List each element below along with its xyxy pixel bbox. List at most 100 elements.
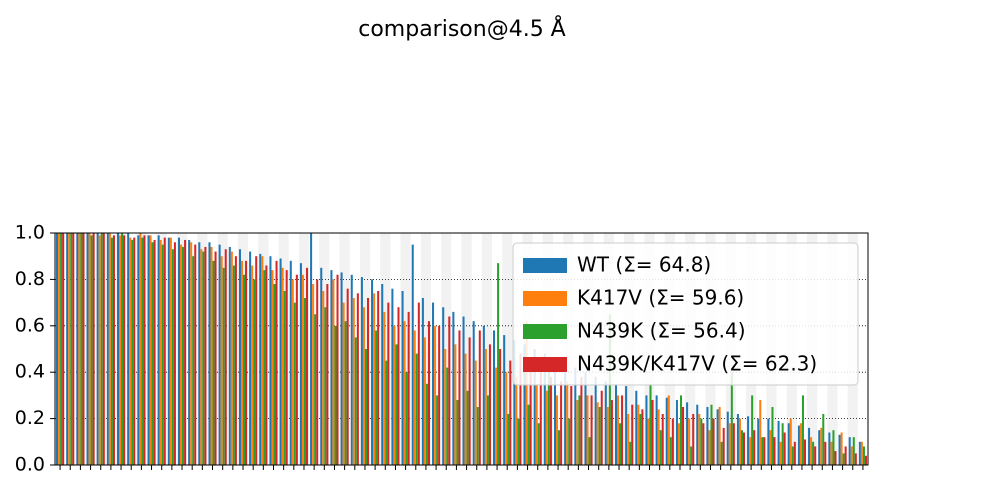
bar: [647, 418, 650, 465]
bar: [90, 235, 93, 465]
bar: [639, 413, 642, 465]
bar: [686, 402, 689, 465]
bar: [269, 256, 272, 465]
legend-swatch: [523, 357, 567, 372]
bar: [200, 249, 203, 465]
bar: [425, 383, 428, 465]
bar: [446, 367, 449, 465]
bar: [411, 244, 414, 465]
bar: [407, 311, 410, 465]
bar: [716, 409, 719, 465]
legend-label: WT (Σ= 64.8): [577, 253, 711, 277]
bar: [822, 413, 825, 465]
bar: [661, 413, 664, 465]
bar: [682, 407, 685, 465]
bar: [629, 441, 632, 465]
bar: [728, 423, 731, 465]
bar: [161, 244, 164, 465]
bar: [720, 441, 723, 465]
bar: [198, 242, 201, 465]
bar: [279, 258, 282, 465]
bar: [783, 432, 786, 465]
bar: [844, 446, 847, 465]
bar: [147, 235, 150, 465]
legend-swatch: [523, 291, 567, 306]
bar: [649, 383, 652, 465]
bar: [366, 297, 370, 465]
bar: [371, 279, 374, 465]
bar: [373, 293, 376, 465]
bar: [488, 344, 491, 465]
bar: [222, 267, 225, 465]
bar: [354, 337, 357, 465]
bar: [312, 284, 315, 465]
bar: [751, 395, 754, 465]
bar: [545, 390, 548, 465]
bar: [385, 360, 388, 465]
y-tick-label: 0.4: [15, 361, 45, 383]
bar: [688, 418, 691, 465]
bar: [529, 367, 532, 465]
bar: [515, 376, 518, 465]
bar: [436, 395, 439, 465]
bar: [129, 237, 132, 465]
bar: [759, 400, 762, 465]
bar: [391, 288, 394, 465]
bar: [543, 353, 546, 465]
bar: [696, 404, 699, 465]
bar: [773, 437, 776, 465]
bar: [621, 395, 624, 465]
bar: [283, 291, 286, 465]
bar: [803, 439, 807, 465]
bar: [637, 404, 640, 465]
bar: [131, 239, 134, 465]
bar: [387, 302, 390, 465]
bar: [590, 395, 593, 465]
bar: [523, 344, 526, 465]
bar: [281, 267, 284, 465]
bar: [102, 233, 105, 465]
bar: [60, 233, 63, 465]
bar: [824, 441, 827, 465]
bar: [202, 251, 205, 465]
bar: [78, 233, 81, 465]
bar: [513, 339, 516, 465]
bar: [858, 441, 861, 465]
bar: [519, 353, 522, 465]
bar: [289, 260, 292, 465]
bar: [442, 307, 445, 465]
bar: [184, 239, 187, 465]
bar: [232, 265, 235, 465]
bar: [342, 302, 345, 465]
bar: [478, 330, 481, 465]
bar: [525, 321, 528, 465]
bar: [690, 446, 693, 465]
bar: [679, 395, 683, 465]
bar: [395, 344, 398, 465]
bar: [153, 239, 156, 465]
bar: [393, 325, 396, 465]
bar: [314, 314, 317, 465]
bar: [169, 237, 172, 465]
bar: [356, 293, 359, 465]
bar: [702, 423, 705, 465]
bar: [862, 446, 865, 465]
bar: [179, 244, 183, 465]
bar: [119, 235, 122, 465]
bar: [240, 260, 244, 465]
bar: [486, 395, 489, 465]
bar: [456, 400, 459, 465]
bar: [627, 413, 630, 465]
bar: [533, 349, 536, 465]
bar: [848, 437, 851, 465]
bar: [80, 233, 83, 465]
bar: [814, 446, 817, 465]
bar: [864, 455, 867, 465]
bar: [801, 395, 804, 465]
y-tick-label: 0.2: [15, 407, 45, 429]
bar: [238, 249, 241, 465]
bar: [651, 400, 654, 465]
bar: [730, 372, 733, 465]
bar: [330, 270, 333, 465]
